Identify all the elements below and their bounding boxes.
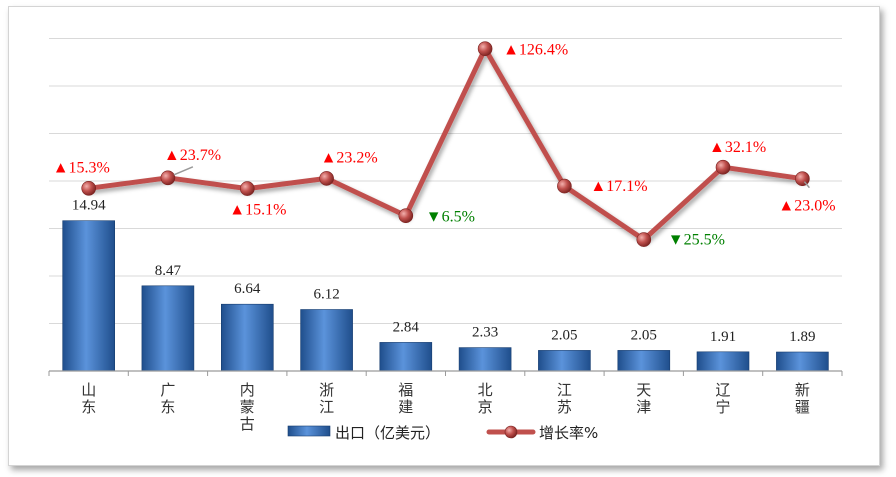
x-tick-label: 东: [81, 398, 96, 416]
bar: [379, 342, 433, 372]
bar: [458, 347, 512, 372]
bar: [141, 285, 195, 372]
x-tick-label: 东: [160, 398, 175, 416]
line-point: [477, 41, 493, 57]
series-line: [86, 46, 805, 243]
bar: [300, 309, 353, 372]
x-tick-label: 疆: [795, 398, 810, 416]
x-tick-label: 江: [557, 381, 572, 399]
x-tick-label: 江: [319, 398, 334, 416]
growth-rate-label: ▲15.1%: [229, 202, 286, 219]
x-tick-label: 古: [240, 415, 255, 433]
legend-line-label: 增长率%: [539, 424, 598, 442]
bar: [221, 303, 274, 372]
growth-rate-label: ▼25.5%: [668, 232, 725, 249]
growth-rate-label: ▲17.1%: [590, 178, 647, 195]
bar-value-label: 2.84: [393, 319, 420, 335]
bar-series: [62, 220, 829, 372]
growth-rate-label: ▼6.5%: [426, 209, 475, 226]
growth-rate-label: ▲23.7%: [164, 147, 221, 164]
line-point: [81, 181, 96, 196]
line-point: [715, 159, 731, 175]
x-tick-label: 浙: [319, 381, 334, 399]
bar-value-label: 6.12: [313, 287, 339, 303]
x-tick-label: 内: [240, 381, 255, 399]
bar: [62, 220, 116, 372]
line-point: [557, 178, 572, 194]
growth-rate-label: ▲126.4%: [503, 42, 568, 59]
x-tick-label: 京: [478, 398, 493, 416]
line-series: [81, 41, 810, 247]
label-leader-line: [803, 181, 810, 189]
growth-rate-label: ▲23.2%: [321, 149, 378, 166]
line-point: [240, 181, 255, 196]
line-point: [636, 232, 652, 247]
bar-value-label: 8.47: [155, 263, 182, 279]
legend-bar-swatch: [287, 425, 331, 437]
x-tick-label: 北: [478, 381, 493, 399]
x-tick-label: 天: [636, 381, 651, 399]
growth-rate-label: ▲15.3%: [53, 159, 110, 176]
x-tick-label: 蒙: [240, 398, 255, 416]
x-tick-label: 新: [795, 381, 810, 399]
line-point: [795, 171, 810, 186]
chart-frame: 山东广东内蒙古浙江福建北京江苏天津辽宁新疆 14.94 8.47 6.64 6.12 2…: [8, 6, 880, 466]
x-tick-label: 辽: [715, 381, 730, 399]
bar: [696, 351, 750, 372]
bar: [776, 351, 829, 372]
bar-value-label: 2.33: [472, 325, 498, 341]
legend: 出口（亿美元） 增长率%: [287, 424, 598, 442]
bar-value-label: 2.05: [631, 327, 657, 343]
legend-bar-label: 出口（亿美元）: [335, 424, 440, 442]
growth-rate-label: ▲32.1%: [709, 139, 766, 156]
line-point: [160, 170, 176, 186]
bar: [538, 350, 591, 372]
bar-value-label: 1.89: [789, 329, 815, 345]
bar-value-label: 6.64: [234, 281, 261, 297]
line-point: [319, 171, 334, 186]
x-tick-label: 广: [160, 381, 175, 399]
label-leader-line: [173, 166, 194, 176]
bar-value-label: 2.05: [551, 327, 577, 343]
line-point: [398, 208, 414, 223]
x-tick-label: 福: [398, 381, 413, 399]
x-tick-label: 津: [636, 398, 651, 416]
x-tick-label: 山: [81, 381, 96, 399]
bar: [617, 350, 671, 372]
x-tick-label: 苏: [557, 398, 572, 416]
x-tick-label: 宁: [715, 398, 730, 416]
x-tick-label: 建: [398, 398, 413, 416]
growth-rate-label: ▲23.0%: [778, 198, 835, 215]
legend-line-marker: [504, 425, 518, 439]
bar-value-label: 1.91: [710, 329, 736, 345]
bar-value-label: 14.94: [72, 198, 106, 214]
data-labels: 14.94 8.47 6.64 6.12 2.84 2.33 2.05 2.05 1.91 1.8…: [53, 42, 836, 345]
